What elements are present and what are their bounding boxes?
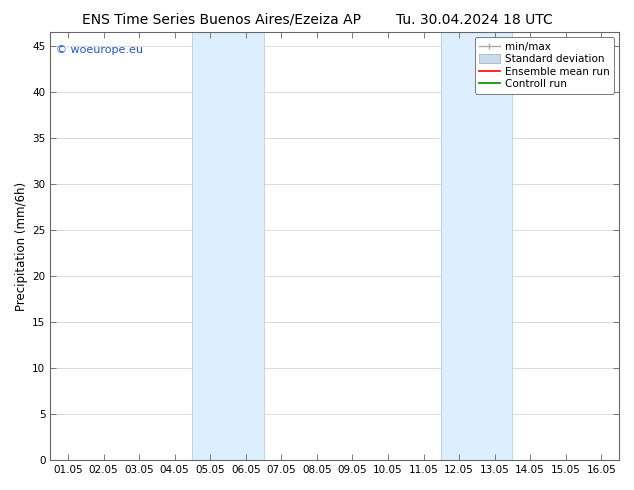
- Bar: [441, 32, 512, 460]
- Text: ENS Time Series Buenos Aires/Ezeiza AP        Tu. 30.04.2024 18 UTC: ENS Time Series Buenos Aires/Ezeiza AP T…: [82, 12, 552, 26]
- Y-axis label: Precipitation (mm/6h): Precipitation (mm/6h): [15, 182, 28, 311]
- Text: © woeurope.eu: © woeurope.eu: [56, 45, 143, 55]
- Legend: min/max, Standard deviation, Ensemble mean run, Controll run: min/max, Standard deviation, Ensemble me…: [475, 37, 614, 94]
- Bar: [193, 32, 264, 460]
